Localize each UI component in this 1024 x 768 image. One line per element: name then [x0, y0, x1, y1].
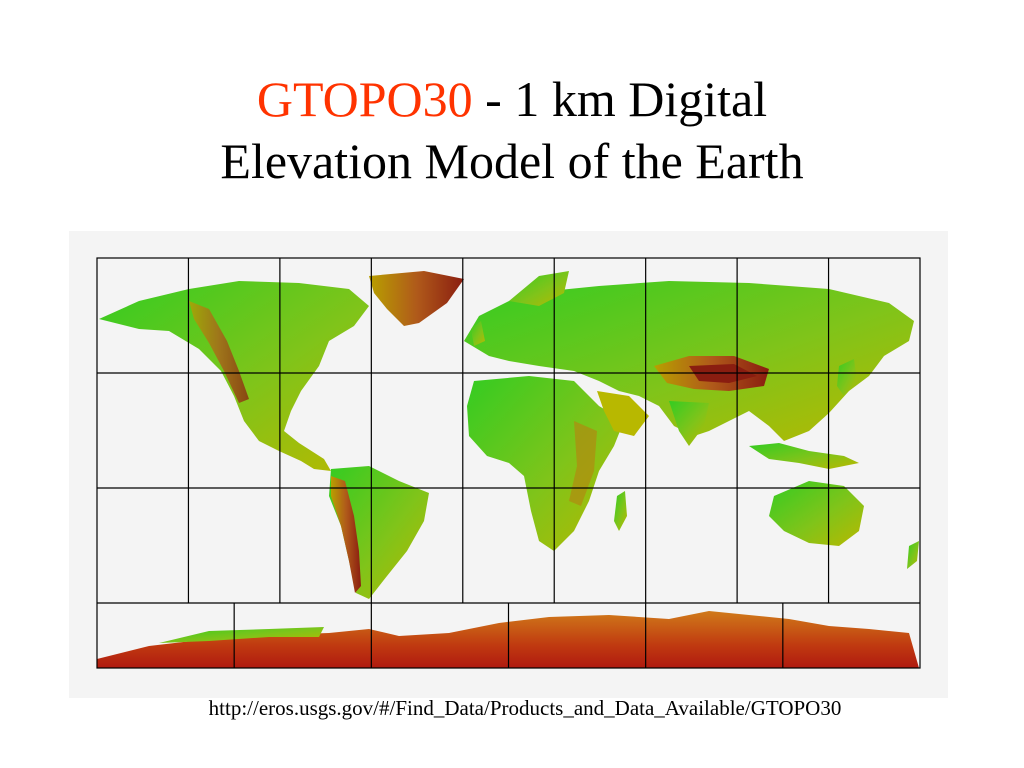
title-line1: - 1 km Digital — [472, 71, 768, 127]
japan-land — [837, 359, 857, 396]
australia-land — [769, 481, 864, 546]
britain-land — [471, 321, 485, 346]
arabia-land — [597, 391, 649, 436]
elevation-map — [69, 231, 948, 698]
north-america-highlands — [189, 301, 249, 403]
africa-land — [467, 376, 624, 551]
tile-grid — [96, 257, 921, 669]
greenland-land — [369, 271, 464, 326]
title-line2: Elevation Model of the Earth — [220, 133, 804, 189]
slide-title: GTOPO30 - 1 km Digital Elevation Model of… — [0, 68, 1024, 192]
title-accent: GTOPO30 — [256, 71, 473, 127]
antarctic-peninsula — [159, 627, 324, 643]
world-elevation-map-graphic — [96, 257, 921, 669]
india-land — [669, 401, 709, 446]
andes-highlands — [331, 476, 361, 593]
indonesia-land — [749, 443, 859, 469]
africa-east-highlands — [569, 421, 597, 506]
new-zealand-land — [907, 541, 919, 569]
madagascar-land — [614, 491, 627, 531]
source-url-text[interactable]: http://eros.usgs.gov/#/Find_Data/Product… — [208, 696, 842, 720]
